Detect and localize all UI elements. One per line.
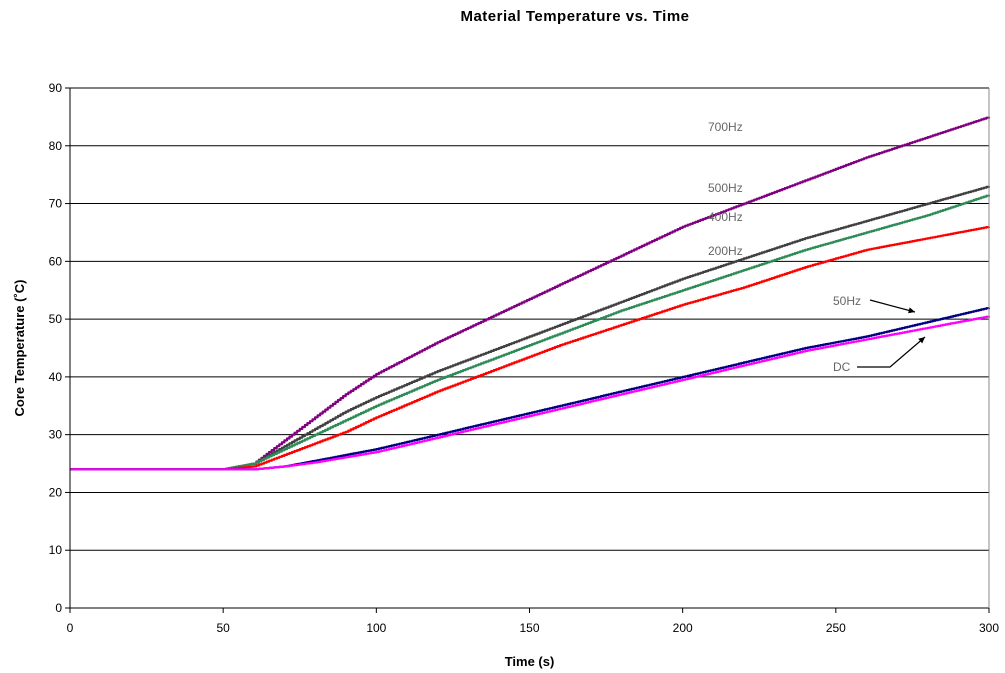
y-tick-label: 60 (49, 254, 63, 268)
tick-labels: 0 10 20 30 40 50 60 70 80 90 0 50 100 150 200 250 300 (49, 81, 1000, 635)
y-tick-label: 40 (49, 370, 63, 384)
grid-lines (70, 87, 989, 551)
y-tick-label: 0 (55, 601, 62, 615)
series-line-500hz (70, 185, 991, 471)
y-tick-label: 50 (49, 312, 63, 326)
x-tick-label: 250 (826, 621, 846, 635)
annotation-arrow-dc (857, 336, 926, 368)
series-line-dc (70, 315, 991, 471)
x-tick-label: 0 (67, 621, 74, 635)
annotation-arrowhead-dc (918, 337, 925, 344)
y-tick-label: 90 (49, 81, 63, 95)
x-tick-label: 200 (673, 621, 693, 635)
series-annotations: 700Hz 500Hz 400Hz 200Hz 50Hz DC (708, 120, 926, 374)
y-tick-label: 30 (49, 428, 63, 442)
series-line-400hz (70, 194, 991, 471)
x-tick-label: 150 (519, 621, 539, 635)
x-axis-label: Time (s) (505, 654, 555, 669)
x-tick-label: 100 (366, 621, 386, 635)
annotation-500hz: 500Hz (708, 181, 743, 195)
y-tick-label: 20 (49, 485, 63, 499)
annotation-400hz: 400Hz (708, 210, 743, 224)
y-tick-label: 70 (49, 197, 63, 211)
x-tick-label: 50 (216, 621, 230, 635)
y-tick-label: 10 (49, 543, 63, 557)
annotation-50hz: 50Hz (833, 294, 861, 308)
annotation-700hz: 700Hz (708, 120, 743, 134)
axes (65, 87, 990, 613)
annotation-arrow-50hz (869, 299, 916, 313)
annotation-dc: DC (833, 360, 851, 374)
y-tick-label: 80 (49, 139, 63, 153)
series-lines (70, 116, 991, 471)
annotation-arrowhead-50hz (908, 307, 915, 314)
chart-title: Material Temperature vs. Time (460, 8, 690, 25)
x-tick-label: 300 (979, 621, 999, 635)
y-axis-label: Core Temperature (˚C) (12, 279, 27, 416)
series-line-50hz (70, 307, 991, 471)
series-line-700hz (70, 116, 991, 471)
annotation-200hz: 200Hz (708, 244, 743, 258)
series-line-200hz (70, 226, 991, 471)
